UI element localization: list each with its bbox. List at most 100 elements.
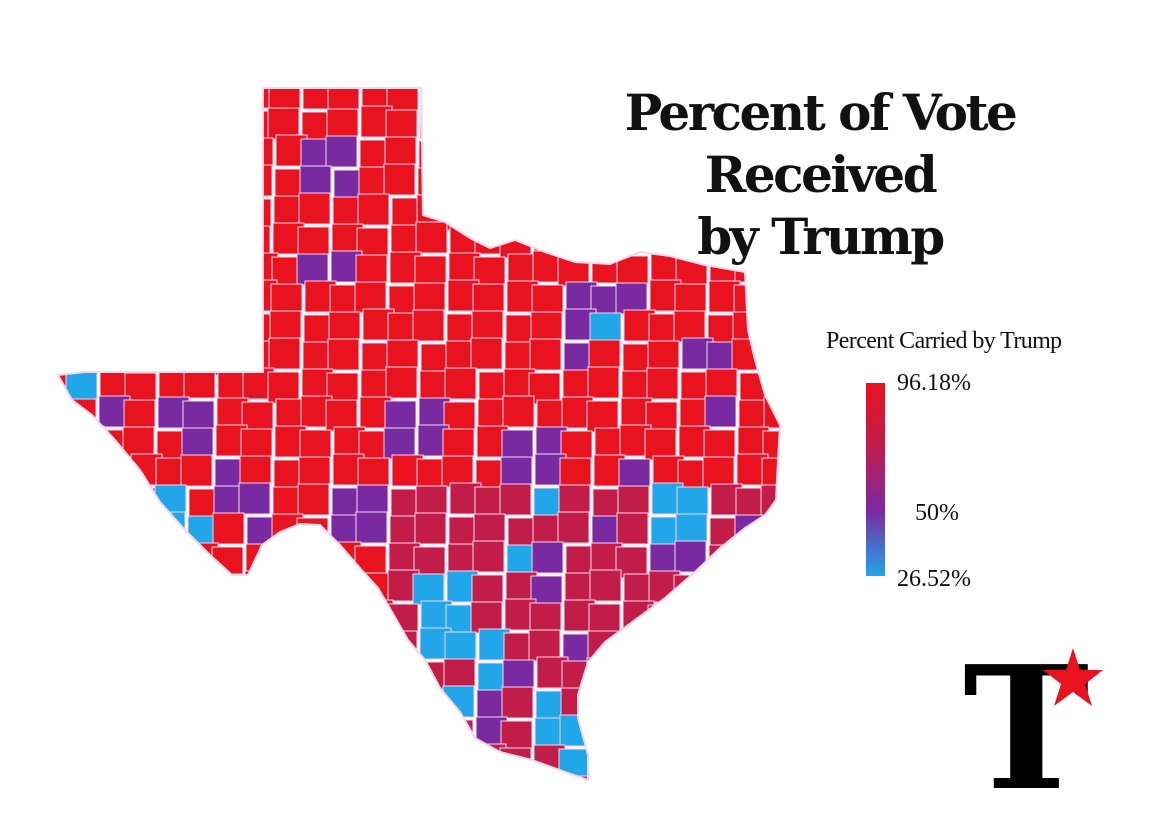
- county: [238, 482, 271, 515]
- county: [677, 716, 710, 749]
- county: [444, 631, 477, 664]
- county: [385, 109, 418, 142]
- county: [794, 773, 800, 804]
- county: [441, 455, 474, 488]
- county: [65, 628, 98, 661]
- county: [645, 658, 678, 691]
- county: [243, 604, 276, 637]
- county: [299, 429, 332, 462]
- county: [499, 483, 532, 516]
- county: [126, 575, 159, 608]
- county: [99, 111, 132, 144]
- county: [738, 656, 771, 689]
- county: [211, 546, 244, 579]
- county: [297, 747, 330, 780]
- county: [182, 136, 215, 169]
- county: [130, 717, 163, 750]
- county: [299, 165, 332, 198]
- county: [737, 690, 770, 723]
- county: [616, 255, 649, 288]
- county: [330, 778, 363, 780]
- county: [674, 540, 707, 573]
- county: [58, 455, 70, 488]
- county: [99, 632, 132, 665]
- county: [502, 138, 535, 171]
- county: [98, 659, 131, 692]
- county: [676, 486, 709, 519]
- county: [94, 774, 127, 780]
- county: [214, 194, 247, 227]
- county: [354, 281, 387, 314]
- county: [793, 543, 800, 574]
- county: [739, 629, 772, 662]
- county: [58, 685, 71, 718]
- county: [703, 429, 736, 462]
- county: [448, 773, 481, 780]
- county: [709, 774, 742, 780]
- county: [644, 428, 677, 461]
- county: [268, 337, 301, 370]
- county: [470, 601, 503, 634]
- county: [159, 88, 192, 111]
- county: [325, 135, 358, 168]
- county: [123, 399, 156, 432]
- county: [768, 511, 780, 544]
- county: [766, 308, 780, 341]
- county: [618, 715, 651, 748]
- county: [765, 342, 780, 375]
- county: [180, 197, 213, 230]
- county: [151, 308, 184, 341]
- county: [355, 775, 388, 780]
- county: [333, 690, 366, 723]
- county: [152, 281, 185, 314]
- county: [736, 717, 769, 750]
- county: [212, 512, 245, 545]
- county: [58, 543, 76, 576]
- county: [675, 513, 708, 546]
- county: [358, 687, 391, 720]
- county: [100, 598, 133, 631]
- county: [734, 514, 767, 547]
- county: [209, 600, 242, 633]
- county: [240, 164, 273, 197]
- county: [357, 457, 390, 490]
- county: [443, 137, 476, 170]
- county: [354, 545, 387, 578]
- county: [301, 632, 334, 665]
- county: [152, 545, 185, 578]
- county: [69, 777, 102, 780]
- county: [530, 311, 563, 344]
- county: [733, 284, 766, 317]
- county: [58, 516, 68, 549]
- county: [58, 482, 69, 515]
- county: [183, 630, 216, 663]
- county: [97, 165, 130, 198]
- county: [58, 198, 70, 231]
- county: [182, 657, 215, 690]
- county: [615, 282, 648, 315]
- county: [702, 720, 735, 753]
- county: [188, 745, 221, 778]
- publication-logo: T: [963, 640, 1103, 800]
- county: [503, 111, 536, 144]
- county: [501, 429, 534, 462]
- county: [299, 686, 332, 719]
- county: [298, 720, 331, 753]
- county: [296, 253, 329, 286]
- county: [531, 541, 564, 574]
- county: [444, 110, 477, 143]
- county: [731, 338, 764, 371]
- star-icon: [1043, 648, 1103, 706]
- county: [706, 598, 739, 631]
- county: [355, 254, 388, 287]
- county: [212, 255, 245, 288]
- county: [504, 88, 537, 110]
- county: [215, 167, 248, 200]
- county: [267, 628, 300, 661]
- map-title-line-1: Percent of Vote Received: [624, 83, 1018, 204]
- county: [158, 633, 191, 666]
- county: [798, 401, 800, 432]
- county: [271, 777, 304, 780]
- legend-color-scale: [866, 383, 885, 576]
- county: [123, 656, 156, 689]
